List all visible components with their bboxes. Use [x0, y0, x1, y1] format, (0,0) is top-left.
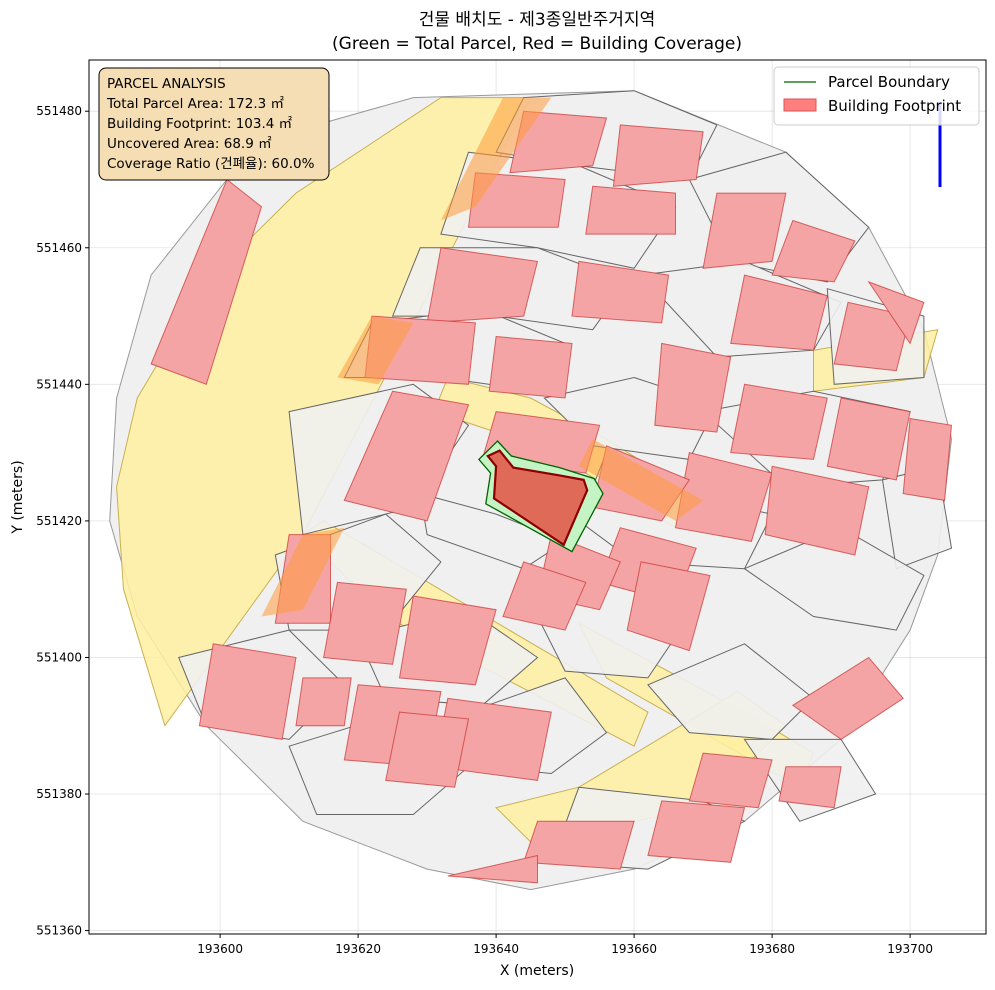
target-building: [486, 449, 589, 547]
y-tick-label: 551360: [36, 924, 82, 938]
y-tick-label: 551440: [36, 377, 82, 391]
chart-title-line1: 건물 배치도 - 제3종일반주거지역: [419, 10, 655, 30]
parcel-polygon: [419, 492, 567, 570]
parcel-analysis-box: PARCEL ANALYSIS Total Parcel Area: 172.3…: [98, 67, 330, 181]
y-tick-label: 551380: [36, 787, 82, 801]
building-footprint: [198, 643, 297, 740]
legend-label-parcel: Parcel Boundary: [828, 73, 950, 91]
info-line-uncovered: Uncovered Area: 68.9 ㎡: [107, 136, 272, 152]
highlight-layer: [261, 97, 704, 617]
x-tick-label: 193660: [611, 942, 657, 956]
building-footprint: [688, 752, 773, 809]
building-footprint: [730, 383, 828, 460]
x-tick-label: 193640: [473, 942, 519, 956]
y-tick-label: 551480: [36, 104, 82, 118]
building-footprint: [488, 335, 573, 399]
building-footprint: [764, 465, 870, 556]
axes-frame: [88, 59, 987, 935]
building-footprint: [323, 581, 407, 665]
info-line-footprint: Building Footprint: 103.4 ㎡: [107, 116, 293, 132]
building-footprint: [702, 192, 787, 269]
highlight-overlap: [261, 527, 345, 617]
building-footprint: [654, 342, 732, 433]
building-footprint: [343, 390, 470, 522]
y-tick-label: 551460: [36, 241, 82, 255]
info-line-coverage: Coverage Ratio (건폐율): 60.0%: [107, 156, 315, 172]
building-footprint: [398, 595, 497, 686]
x-axis-label: X (meters): [500, 963, 574, 979]
info-heading: PARCEL ANALYSIS: [107, 76, 226, 92]
legend-building-patch-icon: [783, 98, 817, 112]
building-footprint: [385, 711, 470, 788]
building-footprint: [826, 397, 911, 481]
parcel-polygon: [647, 643, 815, 740]
building-footprint: [467, 172, 566, 228]
building-footprint: [585, 185, 676, 235]
building-footprint: [509, 110, 608, 174]
x-tick-label: 193680: [749, 942, 795, 956]
y-axis-label: Y (meters): [10, 460, 26, 534]
y-tick-label: 551420: [36, 514, 82, 528]
x-tick-label: 193600: [197, 942, 243, 956]
legend: Parcel Boundary Building Footprint: [773, 66, 980, 126]
building-footprint: [295, 677, 352, 727]
legend-label-building: Building Footprint: [828, 97, 961, 115]
building-footprint: [867, 280, 925, 345]
highlight-overlap: [578, 439, 704, 521]
building-footprint: [791, 656, 904, 741]
building-footprint: [523, 820, 635, 870]
building-footprint: [612, 124, 704, 187]
legend-frame: [773, 66, 980, 126]
building-footprint: [502, 561, 587, 631]
building-footprint: [626, 561, 711, 652]
building-footprint: [902, 417, 953, 501]
x-tick-label: 193700: [887, 942, 933, 956]
target-layer: [478, 440, 604, 553]
y-tick-label: 551400: [36, 650, 82, 664]
x-tick-label: 193620: [335, 942, 381, 956]
building-footprint: [426, 247, 539, 324]
info-line-total-area: Total Parcel Area: 172.3 ㎡: [106, 96, 284, 112]
building-layer: [150, 110, 953, 884]
highlight-overlap: [337, 316, 414, 385]
building-footprint: [150, 178, 263, 385]
info-box-background: [98, 67, 330, 181]
axis-ticks: 193600 193620 193640 193660 193680 193700 5513…: [36, 104, 933, 956]
building-footprint: [647, 800, 746, 863]
building-footprint: [447, 854, 538, 884]
building-footprint: [730, 274, 828, 351]
building-footprint: [778, 766, 842, 809]
chart-title-line2: (Green = Total Parcel, Red = Building Co…: [332, 34, 742, 54]
highlight-overlap: [440, 97, 552, 221]
building-footprint: [571, 260, 670, 324]
building-footprint: [771, 219, 856, 283]
